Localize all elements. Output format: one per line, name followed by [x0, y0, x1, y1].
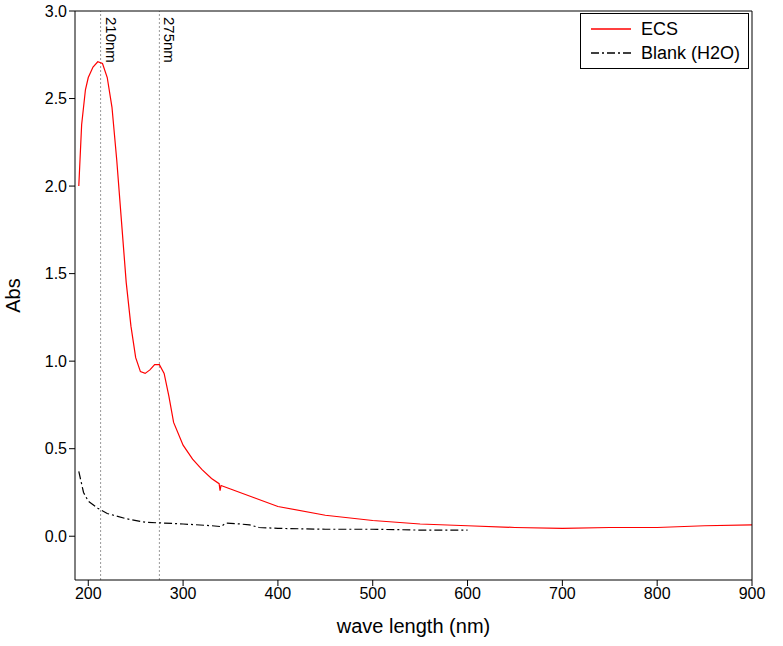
svg-text:900: 900 [739, 585, 766, 602]
svg-text:400: 400 [265, 585, 292, 602]
svg-text:0.0: 0.0 [45, 528, 67, 545]
svg-text:2.5: 2.5 [45, 90, 67, 107]
svg-text:500: 500 [359, 585, 386, 602]
svg-text:1.5: 1.5 [45, 265, 67, 282]
svg-text:200: 200 [75, 585, 102, 602]
svg-text:300: 300 [170, 585, 197, 602]
svg-text:Abs: Abs [2, 278, 24, 312]
html-text:ECS: ECS [641, 19, 678, 39]
svg-text:210nm: 210nm [103, 17, 120, 63]
svg-text:275nm: 275nm [161, 17, 178, 63]
svg-text:wave length (nm): wave length (nm) [336, 615, 490, 637]
html-text:Blank (H2O): Blank (H2O) [641, 43, 740, 63]
svg-text:2.0: 2.0 [45, 178, 67, 195]
svg-text:700: 700 [549, 585, 576, 602]
svg-text:3.0: 3.0 [45, 3, 67, 20]
svg-text:1.0: 1.0 [45, 353, 67, 370]
svg-text:0.5: 0.5 [45, 440, 67, 457]
svg-text:800: 800 [644, 585, 671, 602]
svg-text:600: 600 [454, 585, 481, 602]
